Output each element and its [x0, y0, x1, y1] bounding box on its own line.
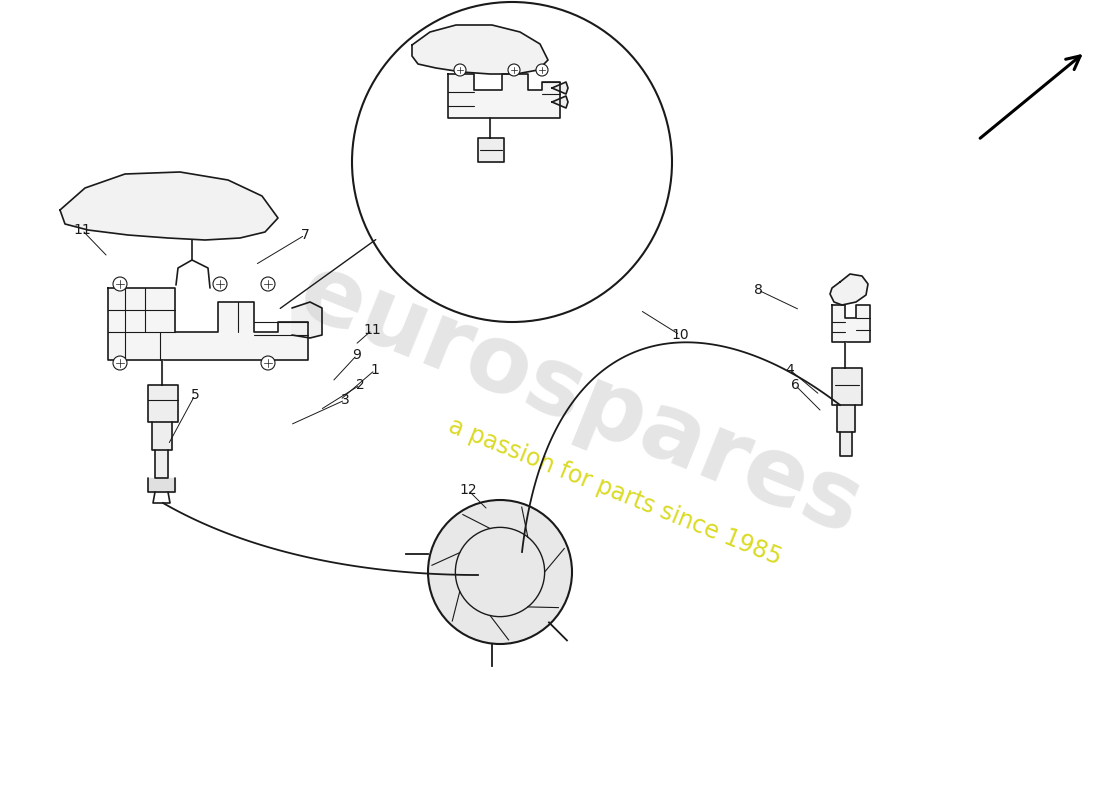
Circle shape — [113, 356, 127, 370]
Polygon shape — [60, 172, 278, 240]
Polygon shape — [148, 360, 178, 422]
Circle shape — [261, 277, 275, 291]
Text: 10: 10 — [671, 328, 689, 342]
Text: eurospares: eurospares — [286, 246, 874, 554]
Polygon shape — [412, 25, 548, 74]
Text: 11: 11 — [363, 323, 381, 337]
Polygon shape — [832, 305, 870, 342]
Polygon shape — [448, 74, 560, 118]
Text: 8: 8 — [754, 283, 762, 297]
Circle shape — [536, 64, 548, 76]
Polygon shape — [292, 302, 322, 338]
Polygon shape — [552, 96, 568, 108]
Text: 11: 11 — [73, 223, 91, 237]
Polygon shape — [152, 422, 172, 450]
Circle shape — [454, 64, 466, 76]
Polygon shape — [832, 342, 862, 405]
Text: 6: 6 — [791, 378, 800, 392]
Circle shape — [213, 277, 227, 291]
Polygon shape — [108, 288, 308, 360]
Text: 4: 4 — [785, 363, 794, 377]
Circle shape — [352, 2, 672, 322]
Circle shape — [428, 500, 572, 644]
Circle shape — [113, 277, 127, 291]
Text: 1: 1 — [371, 363, 380, 377]
Text: a passion for parts since 1985: a passion for parts since 1985 — [444, 414, 785, 570]
Text: 9: 9 — [353, 348, 362, 362]
Text: 2: 2 — [355, 378, 364, 392]
Polygon shape — [837, 405, 855, 432]
Polygon shape — [478, 118, 504, 162]
Polygon shape — [552, 82, 568, 94]
Text: 7: 7 — [300, 228, 309, 242]
Text: 5: 5 — [190, 388, 199, 402]
Polygon shape — [148, 478, 175, 492]
Circle shape — [508, 64, 520, 76]
Polygon shape — [840, 432, 852, 456]
Polygon shape — [155, 450, 168, 478]
Circle shape — [261, 356, 275, 370]
Text: 12: 12 — [459, 483, 476, 497]
Text: 3: 3 — [341, 393, 350, 407]
Polygon shape — [830, 274, 868, 305]
